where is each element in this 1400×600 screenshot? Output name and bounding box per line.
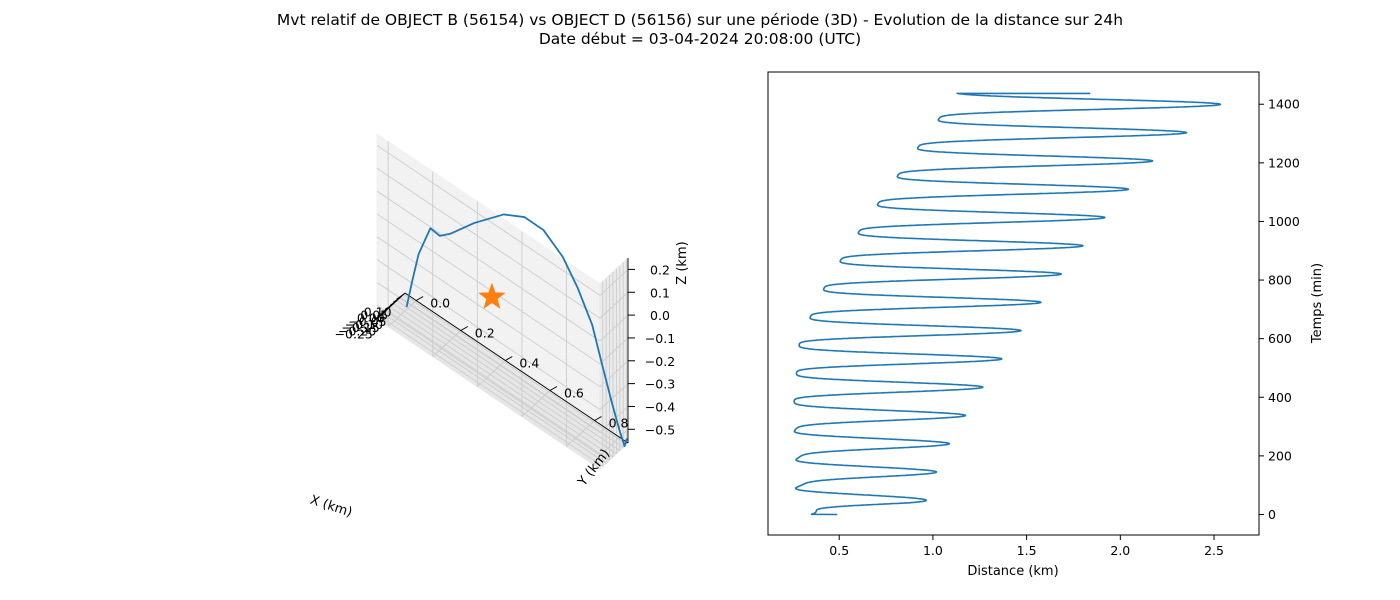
x-gridline-floor <box>396 300 621 451</box>
x-tick-mark <box>396 293 404 300</box>
z-gridline-side <box>599 337 629 365</box>
x-tick-label: −0.25 <box>335 326 373 341</box>
z-gridline-side <box>599 406 629 433</box>
x-gridline-floor <box>389 306 614 458</box>
y-tick-label: 0 <box>1268 507 1276 522</box>
x-tick-label: −0.15 <box>341 320 379 335</box>
y-tick-mark <box>549 386 558 391</box>
y-tick-label: 200 <box>1268 448 1292 463</box>
trajectory-line <box>405 213 628 448</box>
z-tick-label: −0.2 <box>645 354 675 369</box>
y-tick-mark <box>460 326 468 331</box>
x-gridline-floor <box>403 293 627 445</box>
z-gridline-side <box>599 360 629 388</box>
x-tick-label: 2.5 <box>1204 543 1224 558</box>
trajectory-3d-plot: −0.25−0.20−0.15−0.10−0.050.000.050.10 0.0… <box>308 133 690 521</box>
origin-star-marker <box>478 282 506 309</box>
z-tick-label: 0.1 <box>650 285 670 300</box>
z-gridline-side <box>599 428 629 456</box>
figure-title-line2: Date début = 03-04-2024 20:08:00 (UTC) <box>539 30 861 48</box>
z-gridline-back <box>376 213 601 365</box>
y-tick-label: 1200 <box>1268 155 1300 170</box>
y-tick-label: 0.4 <box>519 356 539 371</box>
z-gridline-back <box>376 190 601 342</box>
z-gridline-back <box>376 236 601 388</box>
figure-title-line1: Mvt relatif de OBJECT B (56154) vs OBJEC… <box>277 11 1123 29</box>
x-tick-mark <box>375 312 384 319</box>
x-tick-mark <box>386 303 394 310</box>
x-tick-mark <box>382 306 391 313</box>
y-gridline-floor <box>521 390 551 417</box>
z-tick-label: −0.5 <box>645 422 675 437</box>
z-gridline-back <box>376 167 601 319</box>
x-gridline-floor <box>399 297 624 448</box>
y-ticks: 0 200 400 600 800 1000 1200 1400 <box>1259 97 1300 522</box>
x-axis-label: X (km) <box>308 493 354 521</box>
x-tick-label: 0.5 <box>829 543 849 558</box>
z-tick-label: −0.1 <box>645 331 675 346</box>
x-tick-label: −0.05 <box>348 314 386 329</box>
x-gridline-floor <box>393 303 617 455</box>
y-tick-mark <box>415 296 424 301</box>
y-gridline-floor <box>477 360 506 387</box>
x-tick-mark <box>389 300 398 307</box>
x-tick-mark <box>372 316 381 322</box>
y-axis-line <box>404 292 629 444</box>
z-tick-label: 0.0 <box>650 308 670 323</box>
y-tick-label: 0.8 <box>609 416 629 431</box>
y-tick-mark <box>505 356 513 361</box>
y-tick-mark <box>594 416 602 421</box>
distance-axis-label: Distance (km) <box>967 564 1058 579</box>
x-gridline-floor <box>386 309 610 461</box>
z-gridline-back <box>376 145 601 296</box>
y-tick-label: 0.2 <box>475 326 495 341</box>
x-gridline-floor <box>379 316 603 467</box>
distance-time-plot: 0.5 1.0 1.5 2.0 2.5 0 200 400 600 800 1000 1200 140… <box>767 71 1325 579</box>
y-tick-label: 0.0 <box>430 296 450 311</box>
y-gridline-floor <box>566 420 595 447</box>
x-ticks: 0.5 1.0 1.5 2.0 2.5 <box>829 535 1224 558</box>
x-tick-label: 1.5 <box>1017 543 1037 558</box>
z-gridline-side <box>599 269 629 296</box>
plot-frame <box>767 71 1260 536</box>
x-tick-label: 0.10 <box>364 304 392 319</box>
x-tick-label: 1.0 <box>923 543 943 558</box>
y-tick-label: 1000 <box>1268 214 1300 229</box>
3d-ticks: −0.25−0.20−0.15−0.10−0.050.000.050.10 0.0… <box>335 262 676 437</box>
z-gridline-back <box>376 282 601 433</box>
y-tick-label: 1400 <box>1268 97 1300 112</box>
x-gridline-floor <box>382 312 607 464</box>
z-tick-label: −0.3 <box>645 377 675 392</box>
z-gridline-side <box>599 383 629 410</box>
x-tick-label: 0.00 <box>357 311 385 326</box>
3d-gridlines <box>376 141 629 467</box>
z-gridline-side <box>599 291 629 319</box>
y-tick-label: 600 <box>1268 331 1292 346</box>
z-gridline-back <box>376 304 601 456</box>
distance-series-line <box>793 92 1222 516</box>
x-tick-mark <box>392 297 401 303</box>
z-tick-label: 0.2 <box>650 262 670 277</box>
z-tick-label: −0.4 <box>645 399 675 414</box>
z-axis-label: Z (km) <box>675 241 690 284</box>
x-tick-label: 2.0 <box>1110 543 1130 558</box>
x-tick-label: 0.05 <box>360 307 388 322</box>
y-gridline-floor <box>387 300 417 327</box>
x-tick-mark <box>379 309 387 316</box>
z-gridline-side <box>599 314 629 342</box>
y-tick-label: 800 <box>1268 273 1292 288</box>
y-gridline-floor <box>432 330 462 357</box>
z-gridline-back <box>376 259 601 410</box>
time-axis-label: Temps (min) <box>1310 263 1325 344</box>
y-tick-label: 400 <box>1268 390 1292 405</box>
x-tick-label: −0.20 <box>338 323 376 338</box>
y-tick-label: 0.6 <box>564 386 584 401</box>
x-tick-label: −0.10 <box>345 317 383 332</box>
